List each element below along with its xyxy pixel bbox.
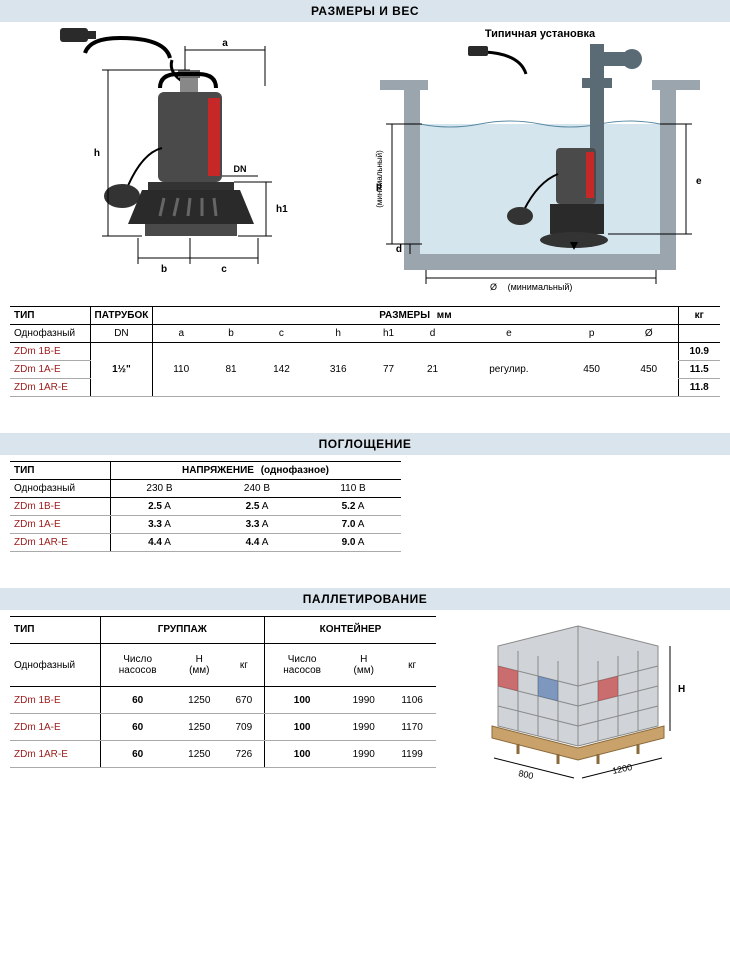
table-row: ZDm 1A-E 60 1250 709 100 1990 1170 bbox=[10, 714, 436, 741]
pump-diagram: a h bbox=[10, 28, 350, 298]
palletizing-table: ТИП ГРУППАЖ КОНТЕЙНЕР Однофазный Число н… bbox=[10, 616, 436, 768]
svg-text:(минимальный): (минимальный) bbox=[375, 150, 384, 208]
section-palletizing-title: ПАЛЛЕТИРОВАНИЕ bbox=[0, 588, 730, 610]
table-row: ZDm 1B-E 60 1250 670 100 1990 1106 bbox=[10, 687, 436, 714]
absorption-table: ТИП НАПРЯЖЕНИЕ (однофазное) Однофазный 2… bbox=[10, 461, 401, 552]
table-row: ZDm 1A-E 3.3 A 3.3 A 7.0 A bbox=[10, 516, 401, 534]
col-type: ТИП bbox=[10, 307, 90, 325]
svg-text:800: 800 bbox=[518, 768, 535, 781]
table-row: ZDm 1AR-E 4.4 A 4.4 A 9.0 A bbox=[10, 534, 401, 552]
svg-text:b: b bbox=[161, 264, 167, 275]
svg-text:h1: h1 bbox=[276, 204, 288, 215]
dimensions-table: ТИП ПАТРУБОК РАЗМЕРЫ мм кг Однофазный DN… bbox=[10, 306, 720, 397]
installation-title: Типичная установка bbox=[360, 28, 720, 40]
table-row: ZDm 1AR-E 60 1250 726 100 1990 1199 bbox=[10, 741, 436, 768]
dimension-diagrams: a h bbox=[10, 28, 720, 298]
section-absorption-title: ПОГЛОЩЕНИЕ bbox=[0, 433, 730, 455]
svg-text:(минимальный): (минимальный) bbox=[508, 282, 573, 292]
table-row: ZDm 1B-E 1½" 110 81 142 316 77 21 регули… bbox=[10, 343, 720, 361]
svg-text:Ø: Ø bbox=[490, 282, 497, 292]
svg-text:h: h bbox=[94, 148, 100, 159]
col-patrubok: ПАТРУБОК bbox=[90, 307, 153, 325]
svg-text:1200: 1200 bbox=[611, 762, 633, 776]
svg-text:d: d bbox=[396, 244, 402, 255]
col-type: ТИП bbox=[10, 617, 100, 644]
col-voltage: НАПРЯЖЕНИЕ (однофазное) bbox=[110, 462, 401, 480]
pallet-diagram: H 800 1200 bbox=[446, 616, 720, 786]
svg-text:H: H bbox=[678, 684, 685, 695]
label-dn: DN bbox=[90, 325, 153, 343]
col-group: ГРУППАЖ bbox=[100, 617, 264, 644]
section-dimensions-title: РАЗМЕРЫ И ВЕС bbox=[0, 0, 730, 22]
svg-text:a: a bbox=[222, 38, 228, 49]
table-row: ZDm 1B-E 2.5 A 2.5 A 5.2 A bbox=[10, 498, 401, 516]
col-kg: кг bbox=[678, 307, 720, 325]
col-dims: РАЗМЕРЫ мм bbox=[153, 307, 678, 325]
label-single-phase: Однофазный bbox=[10, 325, 90, 343]
svg-text:c: c bbox=[221, 264, 227, 275]
svg-text:e: e bbox=[696, 176, 702, 187]
installation-diagram: Типичная установка bbox=[360, 28, 720, 298]
svg-text:DN: DN bbox=[234, 164, 247, 174]
col-container: КОНТЕЙНЕР bbox=[264, 617, 436, 644]
col-type: ТИП bbox=[10, 462, 110, 480]
